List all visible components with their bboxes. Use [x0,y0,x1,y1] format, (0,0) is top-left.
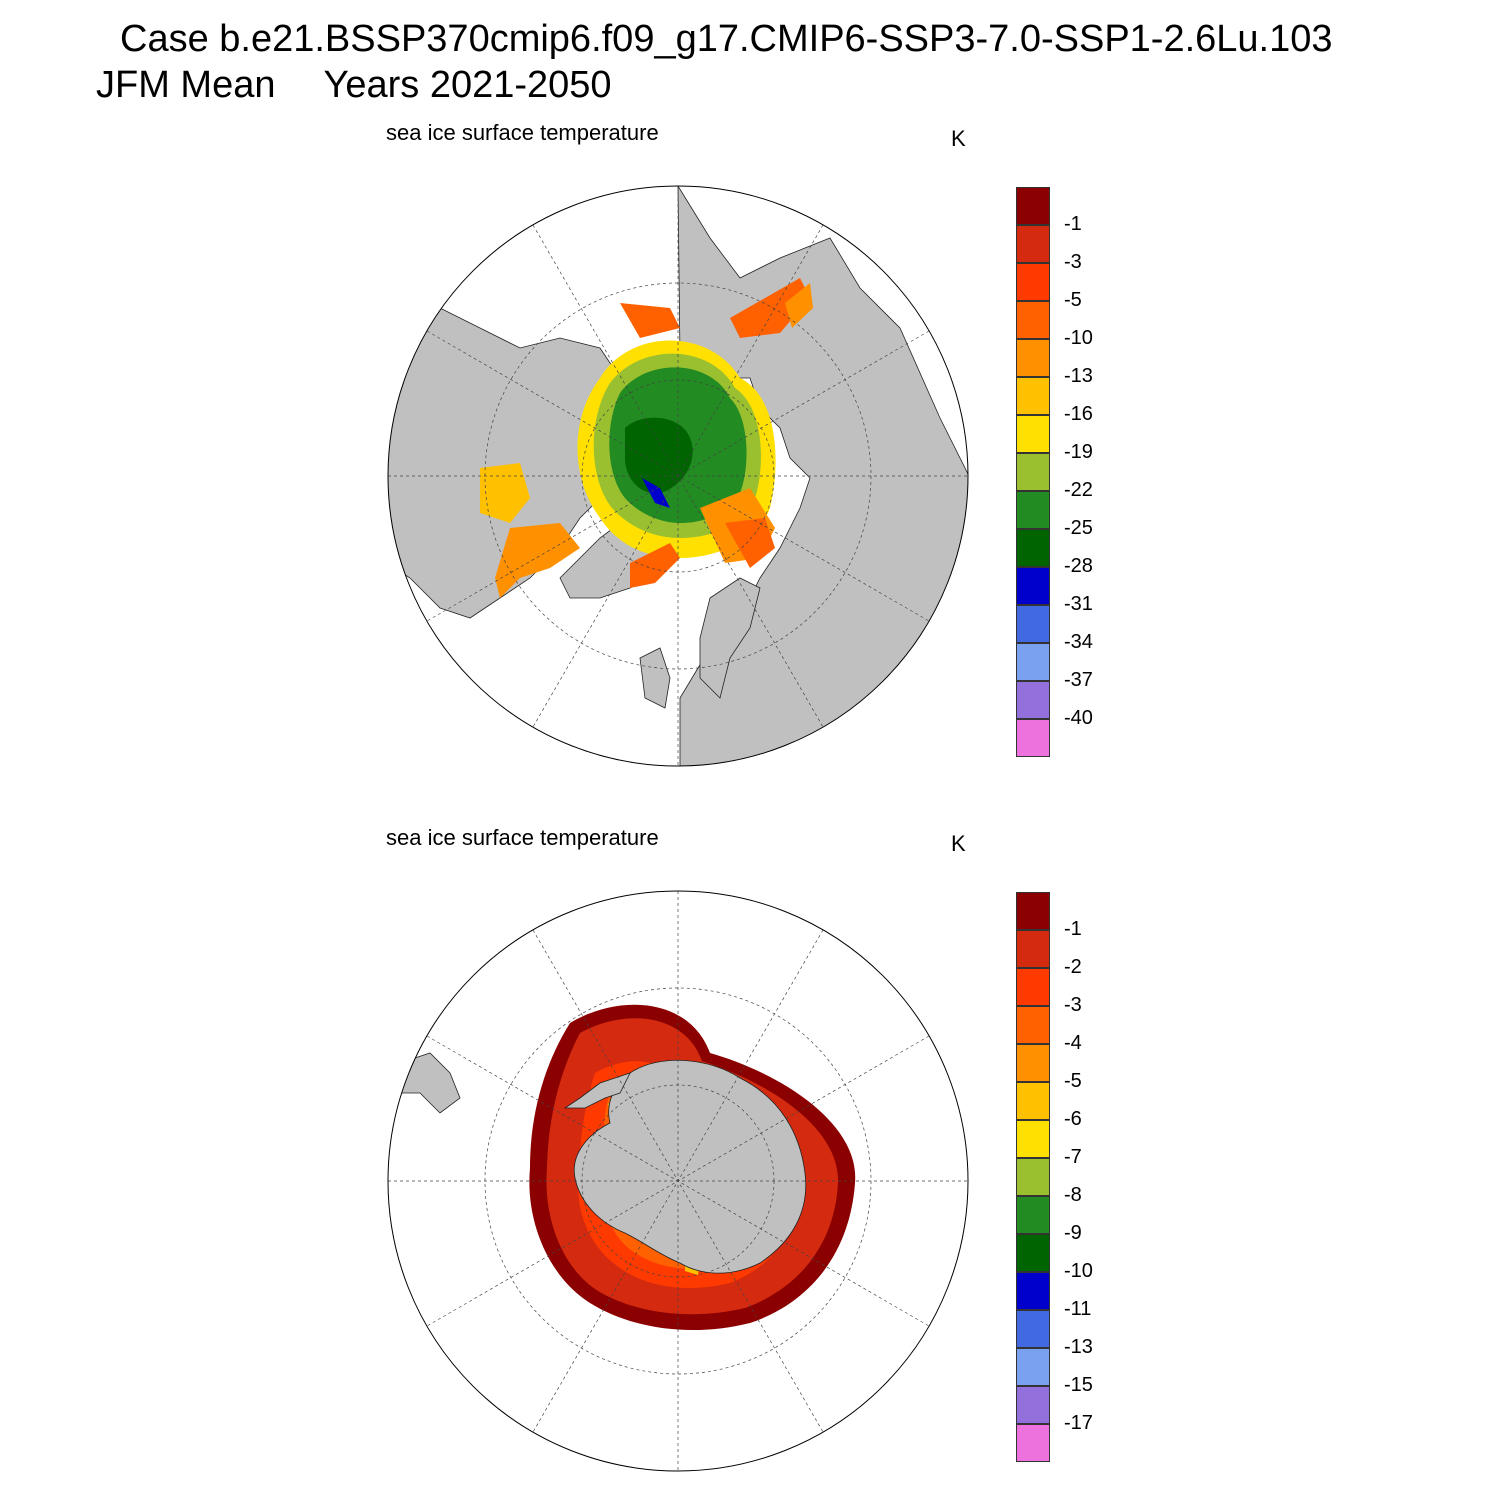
north-colorbar-label: -5 [1064,289,1082,311]
north-colorbar-swatch [1016,719,1050,757]
south-colorbar-swatch [1016,1120,1050,1158]
north-colorbar-label: -3 [1064,251,1082,273]
south-colorbar-swatch [1016,1348,1050,1386]
south-colorbar-label: -8 [1064,1184,1082,1206]
south-colorbar-label: -4 [1064,1032,1082,1054]
north-colorbar-swatch [1016,491,1050,529]
north-colorbar-label: -28 [1064,555,1093,577]
south-graticule [388,891,968,1471]
north-colorbar-swatch [1016,263,1050,301]
south-colorbar-swatch [1016,968,1050,1006]
north-unit-label: K [951,126,966,151]
south-colorbar-swatch [1016,930,1050,968]
south-polar-map [387,890,969,1472]
north-colorbar-swatch [1016,187,1050,225]
north-colorbar-swatch [1016,681,1050,719]
south-colorbar-label: -6 [1064,1108,1082,1130]
south-colorbar-label: -15 [1064,1374,1093,1396]
south-colorbar-label: -10 [1064,1260,1093,1282]
north-colorbar-swatch [1016,643,1050,681]
north-colorbar-label: -31 [1064,593,1093,615]
south-colorbar-swatch [1016,1424,1050,1462]
north-colorbar-swatch [1016,567,1050,605]
north-colorbar-label: -13 [1064,365,1093,387]
north-colorbar-swatch [1016,225,1050,263]
south-panel-title: sea ice surface temperature [386,825,659,850]
north-colorbar-swatch [1016,453,1050,491]
south-colorbar-label: -2 [1064,956,1082,978]
north-polar-map [387,185,969,767]
south-colorbar-label: -11 [1064,1298,1092,1320]
north-colorbar-swatch [1016,529,1050,567]
north-colorbar-label: -25 [1064,517,1093,539]
south-colorbar-label: -13 [1064,1336,1093,1358]
north-graticule [388,186,968,766]
north-colorbar-swatch [1016,605,1050,643]
north-colorbar-label: -19 [1064,441,1093,463]
north-colorbar-label: -10 [1064,327,1093,349]
north-colorbar-swatch [1016,415,1050,453]
south-colorbar-swatch [1016,1386,1050,1424]
south-colorbar-label: -9 [1064,1222,1082,1244]
north-colorbar-swatch [1016,377,1050,415]
south-colorbar-label: -3 [1064,994,1082,1016]
antarctica-land [573,1059,807,1274]
south-colorbar-swatch [1016,1006,1050,1044]
south-colorbar-label: -7 [1064,1146,1082,1168]
south-america-land [399,1052,461,1114]
south-colorbar-label: -1 [1064,918,1082,940]
north-panel-title: sea ice surface temperature [386,120,659,145]
case-title: Case b.e21.BSSP370cmip6.f09_g17.CMIP6-SS… [120,18,1333,60]
south-colorbar-swatch [1016,1234,1050,1272]
period-title: JFM Mean Years 2021-2050 [96,64,612,107]
south-colorbar-label: -5 [1064,1070,1082,1092]
south-colorbar-swatch [1016,1158,1050,1196]
south-colorbar-swatch [1016,1310,1050,1348]
north-colorbar-swatch [1016,301,1050,339]
south-colorbar-swatch [1016,1044,1050,1082]
years-label: Years 2021-2050 [323,64,612,106]
north-colorbar-swatch [1016,339,1050,377]
south-colorbar-swatch [1016,1082,1050,1120]
north-colorbar-label: -1 [1064,213,1082,235]
north-colorbar-label: -40 [1064,707,1093,729]
south-colorbar-swatch [1016,1272,1050,1310]
north-colorbar-label: -34 [1064,631,1093,653]
antarctic-peninsula-land [563,1072,631,1109]
north-colorbar-label: -37 [1064,669,1093,691]
north-colorbar-label: -16 [1064,403,1093,425]
north-map-border [387,185,969,767]
season-label: JFM Mean [96,64,276,106]
south-map-border [387,890,969,1472]
south-unit-label: K [951,831,966,856]
north-colorbar-label: -22 [1064,479,1093,501]
south-colorbar-swatch [1016,892,1050,930]
south-colorbar-label: -17 [1064,1412,1093,1434]
south-colorbar-swatch [1016,1196,1050,1234]
